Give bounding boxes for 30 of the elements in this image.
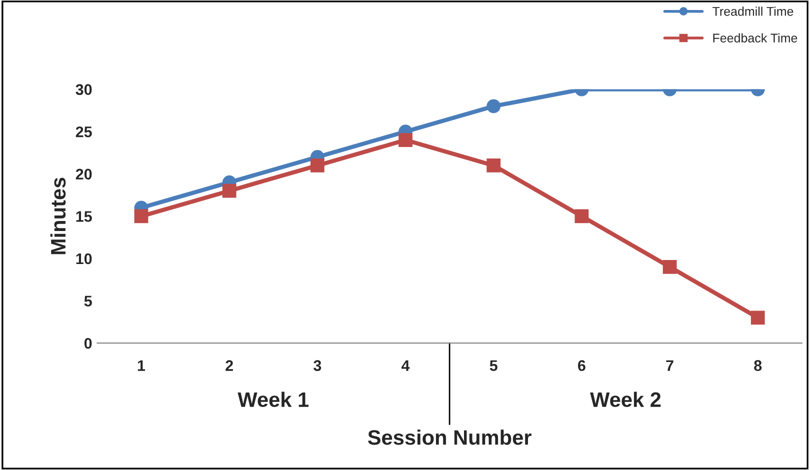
y-tick-label: 25 [76,126,92,138]
point [574,209,589,224]
text: Week 1 [238,392,309,408]
x-tick-label: 1 [138,360,146,371]
point [134,209,148,224]
y-tick-label: 15 [76,211,92,222]
text: Week 2 [590,392,661,408]
point [398,133,412,148]
x-tick-label: 8 [754,360,762,371]
point [662,260,677,274]
x-tick-label: 7 [666,360,674,371]
y-tick-label: 10 [76,253,92,264]
x-tick-label: 4 [401,360,410,371]
legend-label: Feedback Time [713,33,798,42]
y-axis-title: Minutes [50,178,66,254]
point [750,310,765,325]
point [486,158,501,172]
x-axis-title: Session Number [368,430,532,445]
x-tick-label: 3 [314,360,322,372]
legend-label: Treadmill Time [712,6,794,16]
point [222,184,236,198]
y-tick-label: 0 [84,338,92,349]
x-tick-label: 6 [578,360,586,371]
x-tick-label: 2 [226,360,233,371]
y-tick-label: 30 [76,84,92,96]
point [310,158,324,172]
x-tick-label: 5 [490,360,498,371]
y-tick-label: 20 [76,168,92,180]
y-tick-label: 5 [84,296,92,306]
point [486,99,501,114]
